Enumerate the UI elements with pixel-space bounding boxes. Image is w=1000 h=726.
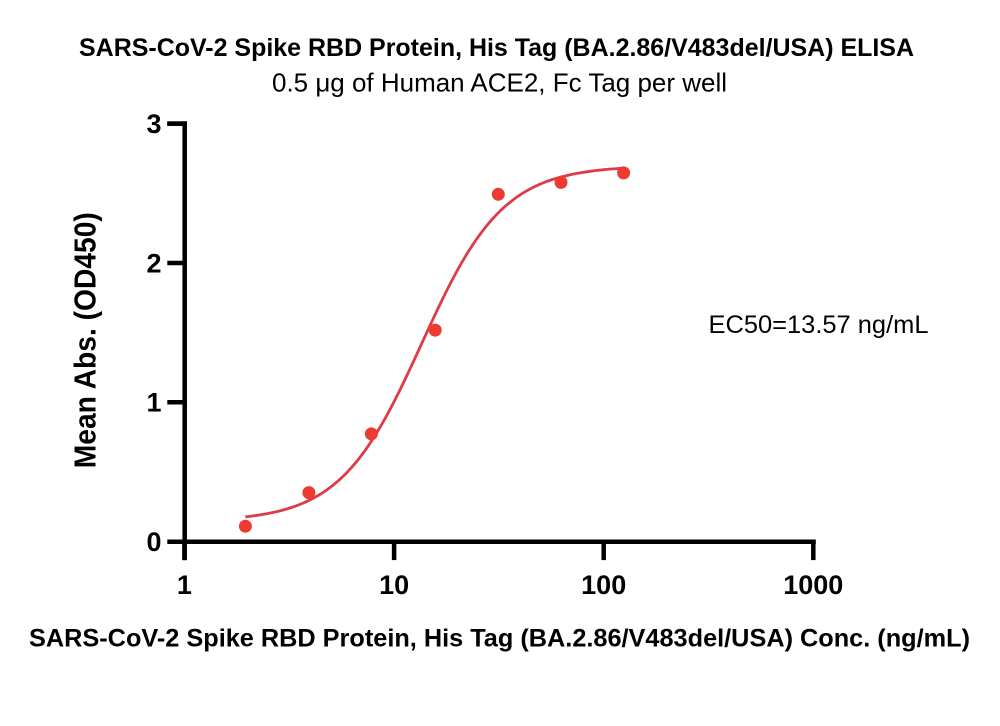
svg-text:100: 100 (581, 570, 626, 600)
svg-text:10: 10 (379, 570, 409, 600)
svg-text:0.5 μg of Human ACE2, Fc Tag p: 0.5 μg of Human ACE2, Fc Tag per well (272, 68, 727, 98)
svg-text:2: 2 (146, 248, 161, 278)
svg-text:3: 3 (146, 109, 161, 139)
svg-text:1: 1 (177, 570, 192, 600)
svg-text:0: 0 (146, 527, 161, 557)
svg-text:SARS-CoV-2 Spike RBD Protein,: SARS-CoV-2 Spike RBD Protein, His Tag (B… (29, 625, 970, 653)
svg-text:EC50=13.57 ng/mL: EC50=13.57 ng/mL (709, 311, 929, 339)
svg-text:1000: 1000 (783, 570, 843, 600)
svg-text:1: 1 (146, 388, 161, 418)
svg-text:Mean Abs. (OD450): Mean Abs. (OD450) (68, 212, 103, 468)
svg-text:SARS-CoV-2 Spike RBD Protein,: SARS-CoV-2 Spike RBD Protein, His Tag (B… (79, 34, 914, 62)
